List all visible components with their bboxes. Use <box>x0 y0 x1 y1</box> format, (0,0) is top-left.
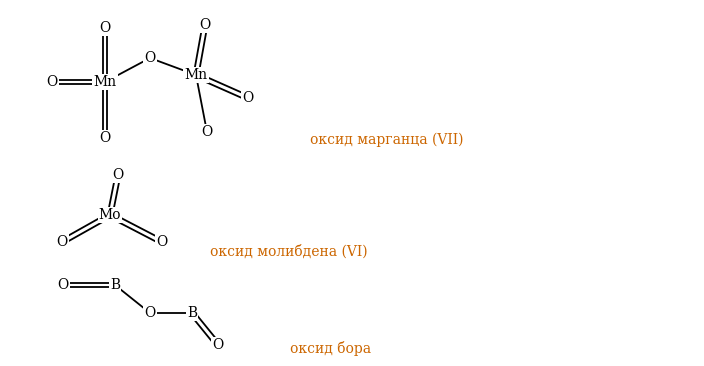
Text: O: O <box>46 75 58 89</box>
Text: оксид бора: оксид бора <box>290 340 371 355</box>
Text: O: O <box>99 21 111 35</box>
Text: O: O <box>213 338 224 352</box>
Text: O: O <box>99 131 111 145</box>
Text: O: O <box>56 235 68 249</box>
Text: O: O <box>113 168 124 182</box>
Text: O: O <box>201 125 213 139</box>
Text: Mn: Mn <box>94 75 117 89</box>
Text: O: O <box>144 306 156 320</box>
Text: O: O <box>156 235 168 249</box>
Text: O: O <box>199 18 210 32</box>
Text: оксид молибдена (VI): оксид молибдена (VI) <box>210 245 367 259</box>
Text: O: O <box>242 91 253 105</box>
Text: Mo: Mo <box>99 208 121 222</box>
Text: O: O <box>144 51 156 65</box>
Text: Mn: Mn <box>184 68 208 82</box>
Text: B: B <box>187 306 197 320</box>
Text: оксид марганца (VII): оксид марганца (VII) <box>310 133 463 147</box>
Text: B: B <box>110 278 120 292</box>
Text: O: O <box>57 278 68 292</box>
